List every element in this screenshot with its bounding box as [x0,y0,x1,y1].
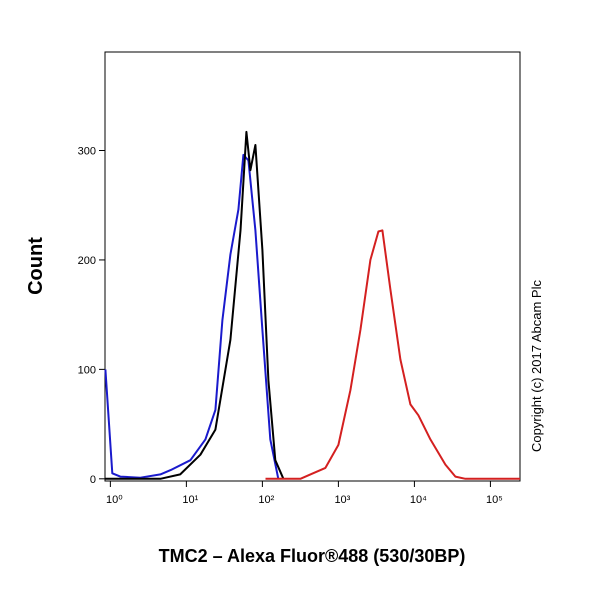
y-tick-label: 200 [78,255,96,267]
x-tick-label: 10⁰ [106,494,123,506]
x-tick-label: 10³ [334,494,350,506]
y-tick-label: 100 [78,364,96,376]
y-tick-label: 0 [90,474,96,486]
x-tick-label: 10¹ [182,494,198,506]
x-tick-label: 10² [258,494,274,506]
y-tick-label: 300 [78,145,96,157]
x-axis-label: TMC2 – Alexa Fluor®488 (530/30BP) [159,546,466,566]
histogram-line [104,153,280,479]
x-tick-label: 10⁵ [486,494,503,506]
histogram-line [265,229,520,480]
copyright: Copyright (c) 2017 Abcam Plc [529,280,544,452]
y-axis-label: Count [25,237,47,295]
plot-frame [104,51,521,482]
x-tick-label: 10⁴ [410,494,427,506]
histogram-line [105,130,285,480]
